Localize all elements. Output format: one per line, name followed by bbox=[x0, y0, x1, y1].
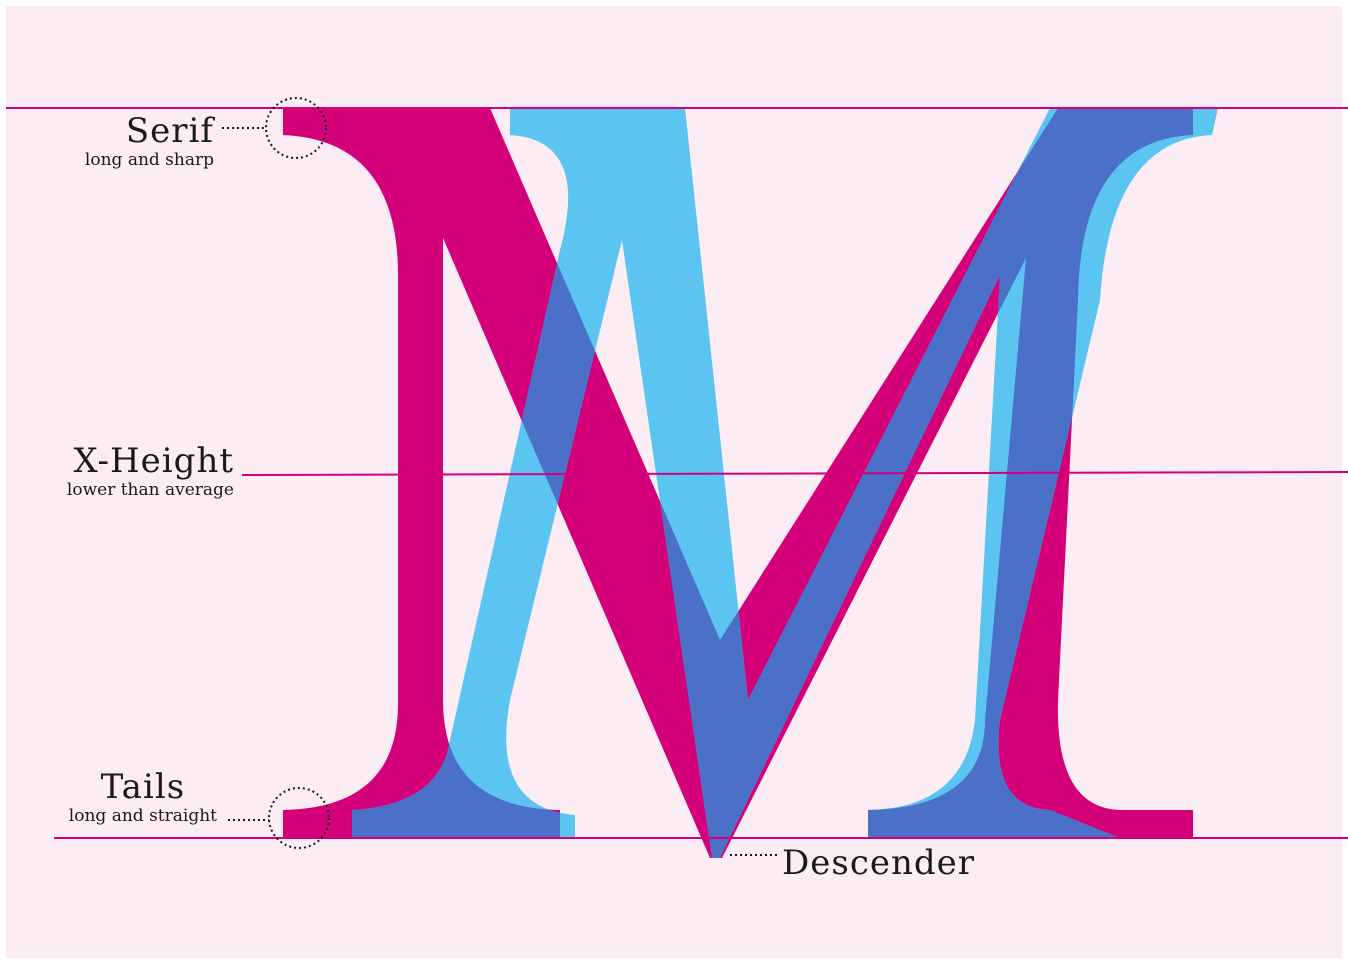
x-height-line bbox=[241, 471, 1348, 476]
serif-title: Serif bbox=[125, 111, 214, 151]
xheight-title: X-Height bbox=[73, 441, 234, 481]
xheight-note: lower than average bbox=[66, 480, 234, 500]
serif-annotation: Serif long and sharp bbox=[85, 112, 214, 170]
serif-callout-circle bbox=[265, 97, 327, 159]
serif-note: long and sharp bbox=[84, 150, 214, 170]
descender-title: Descender bbox=[782, 843, 976, 883]
tails-title: Tails bbox=[100, 767, 186, 807]
tails-note: long and straight bbox=[68, 806, 217, 826]
xheight-annotation: X-Height lower than average bbox=[67, 442, 234, 500]
diagram-canvas: Serif long and sharp X-Height lower than… bbox=[6, 6, 1348, 958]
tails-callout-circle bbox=[268, 787, 330, 849]
tails-annotation: Tails long and straight bbox=[69, 768, 217, 826]
descender-annotation: Descender bbox=[782, 844, 975, 882]
overlap-region bbox=[352, 108, 1193, 858]
